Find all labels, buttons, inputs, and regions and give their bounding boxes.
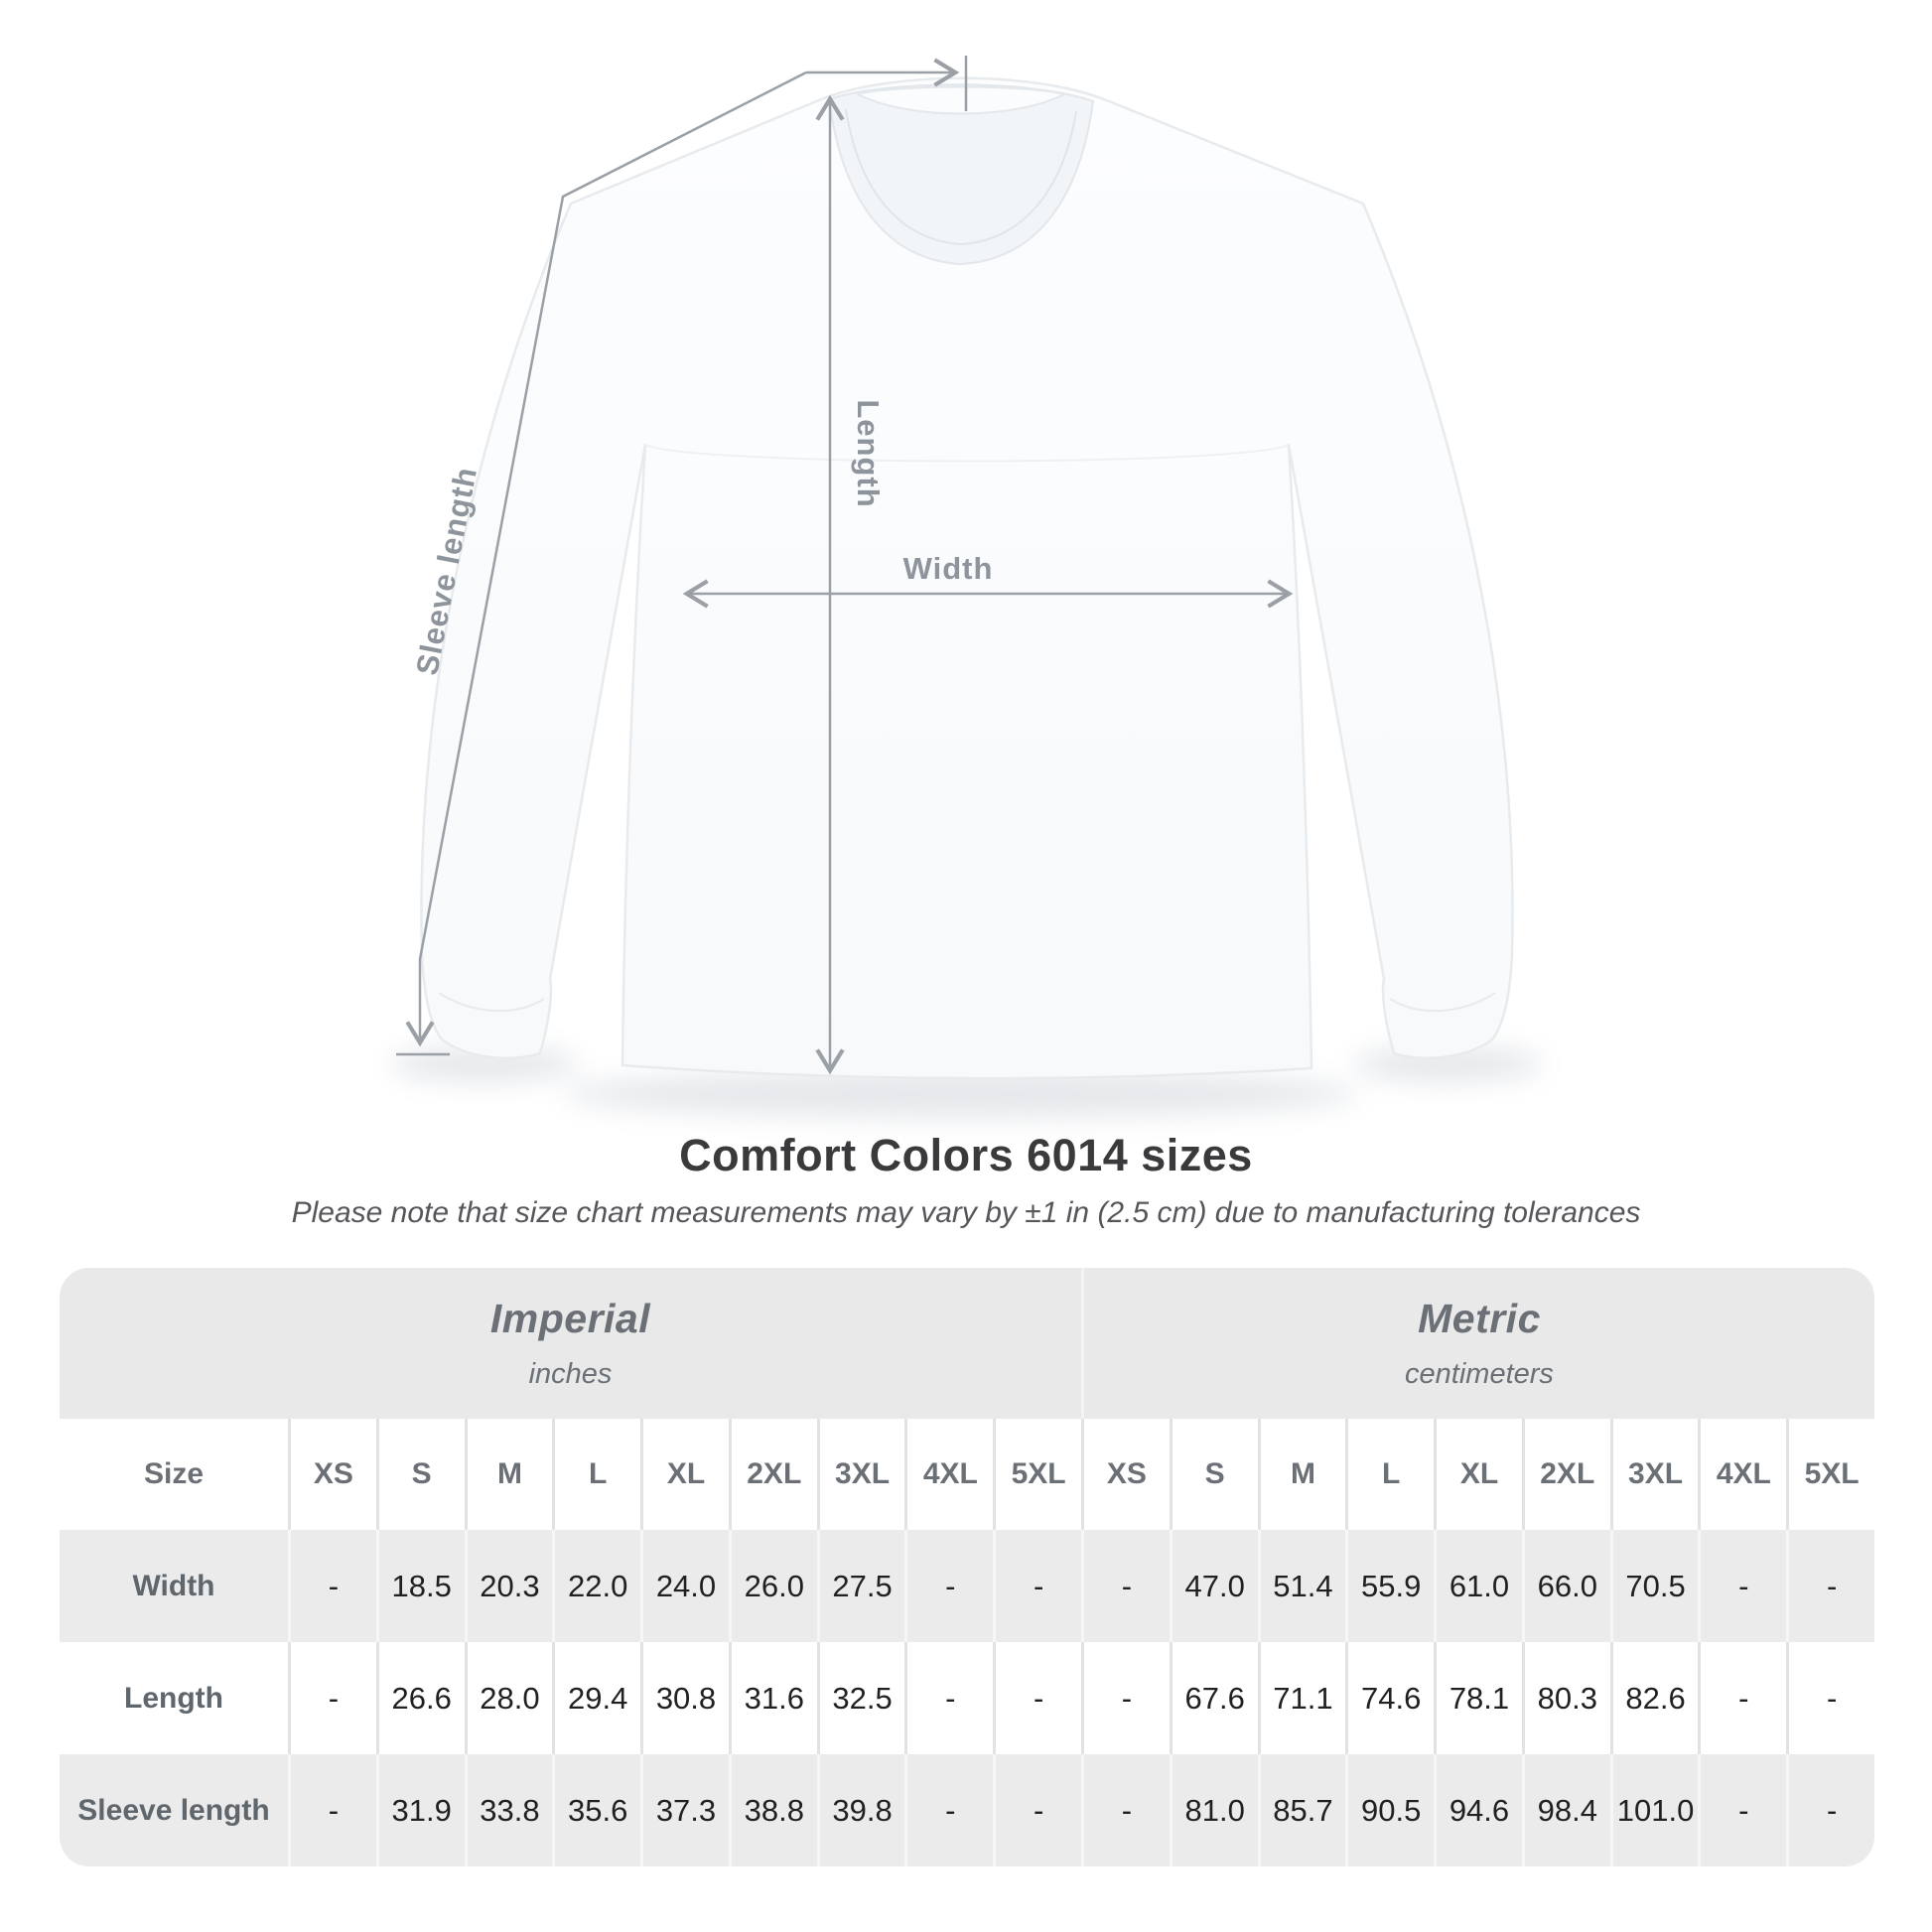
sleeve-imperial-5xl: - (993, 1754, 1081, 1866)
tolerance-note: Please note that size chart measurements… (291, 1196, 1641, 1229)
sleeve-metric-3xl: 101.0 (1609, 1754, 1699, 1866)
length-imperial-3xl: 32.5 (816, 1642, 905, 1754)
col-header-imperial-xl: XL (640, 1419, 729, 1530)
sleeve-imperial-m: 33.8 (464, 1754, 553, 1866)
length-imperial-m: 28.0 (464, 1642, 553, 1754)
length-metric-l: 74.6 (1345, 1642, 1434, 1754)
width-metric-s: 47.0 (1169, 1530, 1258, 1642)
sleeve-metric-l: 90.5 (1345, 1754, 1434, 1866)
col-header-imperial-xs: XS (288, 1419, 376, 1530)
sleeve-imperial-2xl: 38.8 (728, 1754, 817, 1866)
length-metric-2xl: 80.3 (1521, 1642, 1610, 1754)
imperial-label: Imperial (489, 1296, 651, 1341)
col-header-imperial-5xl: 5XL (993, 1419, 1081, 1530)
col-header-imperial-l: L (552, 1419, 640, 1530)
length-metric-m: 71.1 (1257, 1642, 1346, 1754)
sleeve-imperial-xl: 37.3 (640, 1754, 729, 1866)
table-row-width: Width - 18.5 20.3 22.0 24.0 26.0 27.5 - … (60, 1530, 1874, 1642)
length-imperial-xs: - (288, 1642, 376, 1754)
sleeve-imperial-4xl: - (904, 1754, 993, 1866)
sleeve-imperial-3xl: 39.8 (816, 1754, 905, 1866)
width-imperial-s: 18.5 (375, 1530, 465, 1642)
sleeve-imperial-l: 35.6 (552, 1754, 640, 1866)
length-imperial-2xl: 31.6 (728, 1642, 817, 1754)
col-header-metric-4xl: 4XL (1698, 1419, 1786, 1530)
length-metric-s: 67.6 (1169, 1642, 1258, 1754)
page-title: Comfort Colors 6014 sizes (679, 1130, 1253, 1180)
sleeve-metric-4xl: - (1698, 1754, 1786, 1866)
length-imperial-4xl: - (904, 1642, 993, 1754)
sleeve-metric-5xl: - (1786, 1754, 1874, 1866)
length-metric-4xl: - (1698, 1642, 1786, 1754)
length-imperial-s: 26.6 (375, 1642, 465, 1754)
measurement-annotations (396, 56, 1294, 1075)
col-header-metric-5xl: 5XL (1786, 1419, 1874, 1530)
sleeve-metric-s: 81.0 (1169, 1754, 1258, 1866)
col-header-metric-2xl: 2XL (1521, 1419, 1610, 1530)
sleeve-metric-xs: - (1081, 1754, 1170, 1866)
col-header-imperial-3xl: 3XL (816, 1419, 905, 1530)
row-label-length: Length (124, 1681, 223, 1715)
size-header-row: Size XS S M L XL 2XL 3XL 4XL 5XL XS S M … (60, 1419, 1874, 1530)
width-imperial-5xl: - (993, 1530, 1081, 1642)
length-imperial-5xl: - (993, 1642, 1081, 1754)
metric-label: Metric (1418, 1296, 1541, 1341)
metric-unit: centimeters (1405, 1358, 1554, 1390)
length-imperial-xl: 30.8 (640, 1642, 729, 1754)
width-imperial-3xl: 27.5 (816, 1530, 905, 1642)
length-metric-xl: 78.1 (1434, 1642, 1522, 1754)
col-header-imperial-2xl: 2XL (728, 1419, 817, 1530)
length-metric-5xl: - (1786, 1642, 1874, 1754)
row-label-width: Width (132, 1569, 215, 1602)
sleeve-imperial-s: 31.9 (375, 1754, 465, 1866)
col-header-metric-s: S (1169, 1419, 1258, 1530)
sleeve-metric-xl: 94.6 (1434, 1754, 1522, 1866)
sleeve-metric-2xl: 98.4 (1521, 1754, 1610, 1866)
width-metric-m: 51.4 (1257, 1530, 1346, 1642)
col-header-metric-xs: XS (1081, 1419, 1170, 1530)
unit-group-band: Imperial inches Metric centimeters (60, 1268, 1874, 1419)
metric-group-header: Metric centimeters (1081, 1268, 1874, 1419)
col-header-imperial-m: M (464, 1419, 553, 1530)
width-imperial-l: 22.0 (552, 1530, 640, 1642)
width-imperial-xl: 24.0 (640, 1530, 729, 1642)
size-column-header: Size (143, 1457, 205, 1490)
size-table: Imperial inches Metric centimeters Size … (60, 1268, 1874, 1866)
length-imperial-l: 29.4 (552, 1642, 640, 1754)
width-metric-xs: - (1081, 1530, 1170, 1642)
col-header-imperial-s: S (375, 1419, 465, 1530)
width-metric-4xl: - (1698, 1530, 1786, 1642)
sleeve-length-arrow (405, 70, 807, 1047)
width-imperial-4xl: - (904, 1530, 993, 1642)
length-metric-3xl: 82.6 (1609, 1642, 1699, 1754)
width-metric-2xl: 66.0 (1521, 1530, 1610, 1642)
width-metric-3xl: 70.5 (1609, 1530, 1699, 1642)
imperial-unit: inches (528, 1358, 613, 1390)
width-metric-5xl: - (1786, 1530, 1874, 1642)
length-label: Length (851, 399, 886, 507)
col-header-metric-l: L (1345, 1419, 1434, 1530)
sleeve-imperial-xs: - (288, 1754, 376, 1866)
col-header-metric-m: M (1257, 1419, 1346, 1530)
width-imperial-xs: - (288, 1530, 376, 1642)
shirt-illustration (420, 76, 1514, 1080)
width-metric-l: 55.9 (1345, 1530, 1434, 1642)
length-metric-xs: - (1081, 1642, 1170, 1754)
width-imperial-2xl: 26.0 (728, 1530, 817, 1642)
table-row-length: Length - 26.6 28.0 29.4 30.8 31.6 32.5 -… (60, 1642, 1874, 1754)
row-label-sleeve-length: Sleeve length (77, 1793, 270, 1827)
sleeve-metric-m: 85.7 (1257, 1754, 1346, 1866)
col-header-metric-xl: XL (1434, 1419, 1522, 1530)
width-metric-xl: 61.0 (1434, 1530, 1522, 1642)
width-label: Width (903, 551, 994, 586)
width-imperial-m: 20.3 (464, 1530, 553, 1642)
table-row-sleeve-length: Sleeve length - 31.9 33.8 35.6 37.3 38.8… (60, 1754, 1874, 1866)
col-header-metric-3xl: 3XL (1609, 1419, 1699, 1530)
col-header-imperial-4xl: 4XL (904, 1419, 993, 1530)
shirt-measurement-diagram: Length Width Sleeve length (390, 56, 1542, 1118)
imperial-group-header: Imperial inches (60, 1268, 1081, 1419)
